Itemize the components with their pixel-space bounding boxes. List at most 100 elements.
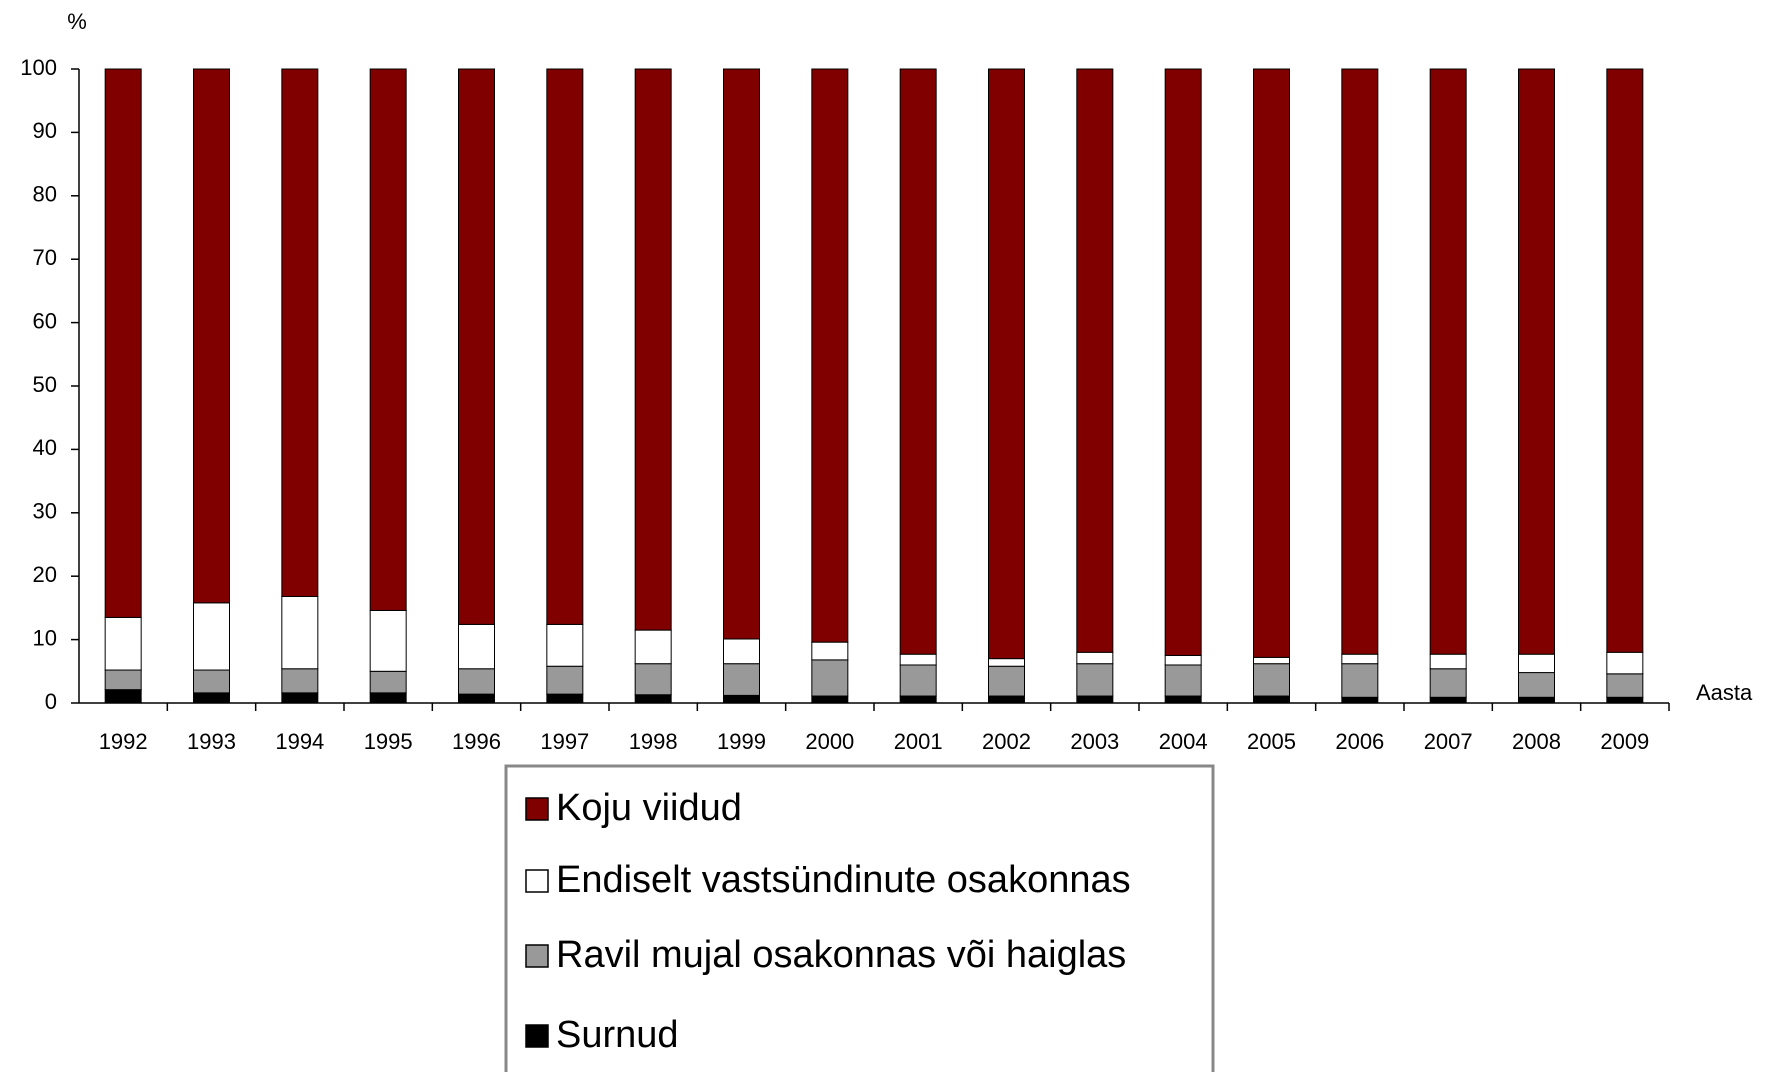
- bar-segment: [546, 623, 584, 667]
- bar-segment: [634, 663, 672, 696]
- x-tick-label: 1993: [187, 729, 236, 754]
- bar-segment: [458, 693, 495, 704]
- x-tick-label: 2000: [805, 729, 854, 754]
- x-tick-label: 2008: [1512, 729, 1561, 754]
- bar-segment: [458, 623, 495, 670]
- x-tick-label: 1992: [99, 729, 148, 754]
- bar-segment: [104, 689, 142, 704]
- y-axis-label: %: [67, 9, 87, 34]
- x-tick-label: 2007: [1424, 729, 1473, 754]
- bar-segment: [1606, 651, 1644, 675]
- bar-segment: [634, 694, 672, 704]
- bar-segment: [723, 68, 760, 640]
- bar-segment: [1518, 696, 1555, 704]
- legend-swatch: [525, 869, 549, 893]
- y-tick-label: 50: [33, 372, 57, 397]
- bar-segment: [104, 669, 142, 691]
- bar-segment: [458, 668, 495, 695]
- legend-box: [504, 764, 1215, 1072]
- y-tick-label: 10: [33, 625, 57, 650]
- bar-segment: [1341, 653, 1379, 665]
- bar-segment: [281, 595, 319, 670]
- bar-segment: [811, 641, 849, 661]
- bar-segment: [1518, 68, 1555, 655]
- y-tick-label: 60: [33, 308, 57, 333]
- bar-segment: [1076, 695, 1114, 704]
- y-tick-label: 0: [45, 689, 57, 714]
- bar-segment: [899, 664, 937, 697]
- bar-segment: [1253, 663, 1290, 697]
- bar-segment: [1076, 663, 1114, 697]
- bar-segment: [1341, 68, 1379, 655]
- bar-segment: [988, 695, 1025, 704]
- x-tick-label: 2002: [982, 729, 1031, 754]
- y-tick-label: 90: [33, 118, 57, 143]
- bar-segment: [1076, 651, 1114, 665]
- bar-segment: [369, 609, 407, 672]
- x-tick-label: 1995: [364, 729, 413, 754]
- x-tick-label: 2005: [1247, 729, 1296, 754]
- legend-swatch: [525, 944, 549, 968]
- legend: Koju viidud Endiselt vastsündinute osakon…: [525, 787, 1131, 1056]
- legend-label: Koju viidud: [556, 787, 742, 829]
- y-tick-label: 30: [33, 499, 57, 524]
- bar-segment: [1164, 695, 1202, 704]
- bar-segment: [1429, 653, 1467, 670]
- bar-segment: [988, 665, 1025, 697]
- bar-segment: [1518, 653, 1555, 674]
- bar-segment: [369, 692, 407, 704]
- bar-segment: [1253, 656, 1290, 665]
- x-tick-label: 1994: [275, 729, 324, 754]
- bar-segment: [899, 653, 937, 666]
- bar-segment: [634, 68, 672, 631]
- legend-label: Ravil mujal osakonnas või haiglas: [556, 934, 1126, 976]
- legend-label: Surnud: [556, 1014, 679, 1056]
- bar-segment: [988, 658, 1025, 667]
- legend-swatch: [525, 1024, 549, 1048]
- y-tick-label: 20: [33, 562, 57, 587]
- x-tick-label: 2001: [894, 729, 943, 754]
- x-tick-label: 1997: [540, 729, 589, 754]
- bar-segment: [988, 68, 1025, 660]
- bar-segment: [104, 68, 142, 618]
- x-axis-label: Aasta: [1696, 680, 1753, 705]
- bar-segment: [546, 68, 584, 625]
- bar-segment: [1606, 673, 1644, 698]
- bar-segment: [1164, 654, 1202, 666]
- bar-segment: [369, 68, 407, 611]
- bar-segment: [899, 68, 937, 655]
- bar-segment: [811, 659, 849, 697]
- x-tick-label: 2003: [1070, 729, 1119, 754]
- bar-segment: [281, 68, 319, 597]
- bar-segment: [281, 692, 319, 704]
- bar-segment: [1341, 663, 1379, 698]
- bar-segment: [546, 693, 584, 704]
- bar-segment: [723, 638, 760, 665]
- y-tick-label: 40: [33, 435, 57, 460]
- bar-segment: [1429, 68, 1467, 655]
- bar-segment: [634, 629, 672, 665]
- bar-segment: [458, 68, 495, 625]
- y-tick-label: 70: [33, 245, 57, 270]
- bar-segment: [369, 670, 407, 694]
- x-tick-label: 2006: [1335, 729, 1384, 754]
- bar-segment: [193, 602, 230, 671]
- bar-segment: [193, 669, 230, 694]
- bar-segment: [104, 616, 142, 671]
- bar-segment: [899, 695, 937, 704]
- bar-segment: [193, 692, 230, 704]
- bar-segment: [723, 663, 760, 696]
- bar-segment: [811, 68, 849, 643]
- bar-segment: [281, 668, 319, 694]
- bar-segment: [1429, 668, 1467, 698]
- x-tick-label: 1996: [452, 729, 501, 754]
- bar-segment: [811, 695, 849, 704]
- x-tick-label: 1998: [629, 729, 678, 754]
- bar-segment: [546, 665, 584, 695]
- bar-segment: [1606, 696, 1644, 704]
- bar-segment: [1341, 696, 1379, 704]
- x-tick-label: 2004: [1159, 729, 1208, 754]
- bar-segment: [1253, 695, 1290, 704]
- legend-label: Endiselt vastsündinute osakonnas: [556, 859, 1131, 901]
